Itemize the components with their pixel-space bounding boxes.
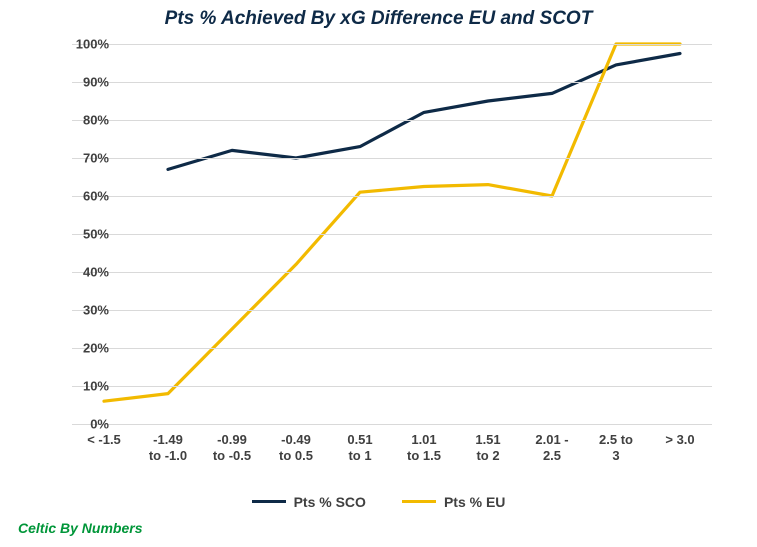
gridline <box>72 386 712 387</box>
legend-label: Pts % EU <box>444 494 505 510</box>
x-axis-label: 1.51 to 2 <box>456 432 520 463</box>
x-axis-label: > 3.0 <box>648 432 712 448</box>
y-axis-label: 50% <box>83 227 109 242</box>
plot-area <box>72 44 712 424</box>
gridline <box>72 158 712 159</box>
gridline <box>72 44 712 45</box>
y-axis-label: 20% <box>83 341 109 356</box>
x-axis-label: -0.49 to 0.5 <box>264 432 328 463</box>
y-axis-label: 90% <box>83 75 109 90</box>
gridline <box>72 234 712 235</box>
x-axis-label: -1.49 to -1.0 <box>136 432 200 463</box>
y-axis-label: 10% <box>83 379 109 394</box>
legend-item: Pts % SCO <box>252 494 366 510</box>
y-axis-label: 30% <box>83 303 109 318</box>
y-axis-label: 70% <box>83 151 109 166</box>
y-axis-label: 80% <box>83 113 109 128</box>
y-axis-label: 40% <box>83 265 109 280</box>
x-axis-label: 1.01 to 1.5 <box>392 432 456 463</box>
gridline <box>72 310 712 311</box>
gridline <box>72 196 712 197</box>
x-axis-label: 2.01 - 2.5 <box>520 432 584 463</box>
legend-swatch <box>402 500 436 503</box>
x-axis-label: < -1.5 <box>72 432 136 448</box>
gridline <box>72 82 712 83</box>
x-axis-label: -0.99 to -0.5 <box>200 432 264 463</box>
watermark: Celtic By Numbers <box>18 520 142 536</box>
legend: Pts % SCO Pts % EU <box>0 490 757 510</box>
y-axis-label: 60% <box>83 189 109 204</box>
chart-container: Pts % Achieved By xG Difference EU and S… <box>0 0 757 547</box>
legend-swatch <box>252 500 286 503</box>
x-axis-label: 0.51 to 1 <box>328 432 392 463</box>
gridline <box>72 120 712 121</box>
gridline <box>72 272 712 273</box>
legend-item: Pts % EU <box>402 494 505 510</box>
y-axis-label: 100% <box>76 37 109 52</box>
gridline <box>72 348 712 349</box>
y-axis-label: 0% <box>90 417 109 432</box>
gridline <box>72 424 712 425</box>
legend-label: Pts % SCO <box>294 494 366 510</box>
chart-title: Pts % Achieved By xG Difference EU and S… <box>0 8 757 30</box>
x-axis-label: 2.5 to 3 <box>584 432 648 463</box>
